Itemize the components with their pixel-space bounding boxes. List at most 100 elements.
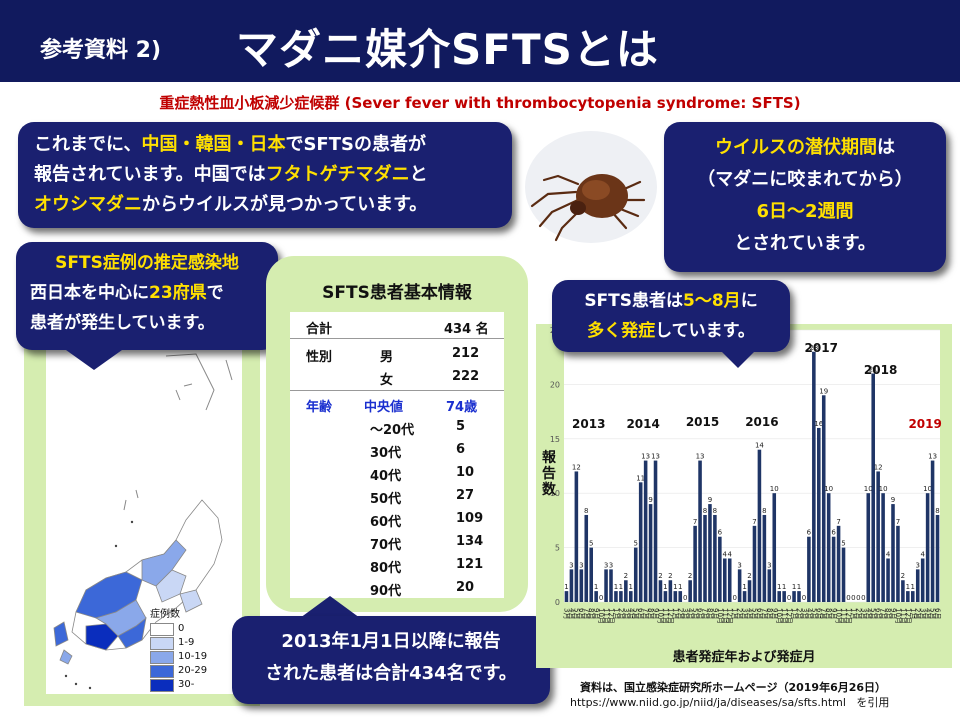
- chart-bar: [792, 591, 796, 602]
- total-text: 2013年1月1日以降に報告: [281, 631, 501, 652]
- bar-value-label: 0: [599, 594, 603, 602]
- age-group-value: 134: [456, 534, 484, 549]
- sex-label: 性別: [306, 350, 333, 365]
- incubation-period: 6日〜2週間: [756, 201, 854, 222]
- bar-value-label: 8: [584, 507, 588, 515]
- chart-bar: [693, 525, 697, 602]
- bar-value-label: 10: [824, 485, 833, 493]
- bar-value-label: 2: [688, 572, 692, 580]
- month-tick-label: 1月: [671, 608, 679, 619]
- bar-value-label: 1: [629, 583, 633, 591]
- bar-value-label: 9: [708, 496, 712, 504]
- chart-bar: [742, 591, 747, 602]
- month-tick-label: 8月: [884, 608, 892, 619]
- chart-bar: [812, 351, 816, 602]
- table-row: 〜20代 5: [290, 415, 504, 438]
- reports-text: と: [409, 164, 428, 185]
- month-tick-label: 2月: [854, 608, 862, 619]
- bar-value-label: 8: [935, 507, 939, 515]
- bar-value-label: 9: [648, 496, 652, 504]
- reports-tick-1: フタトゲチマダニ: [265, 164, 410, 185]
- bar-value-label: 13: [928, 453, 937, 461]
- month-tick-label: 10月: [835, 608, 843, 624]
- chart-bar: [609, 569, 613, 602]
- age-group-label: 50代: [370, 492, 402, 507]
- season-highlight: 多く発症: [587, 321, 656, 341]
- chart-bar: [821, 395, 826, 602]
- legend-item: 20-29: [150, 664, 210, 678]
- bar-value-label: 8: [713, 507, 717, 515]
- chart-bar: [911, 591, 915, 602]
- month-tick-label: 8月: [647, 608, 655, 619]
- chart-bar: [831, 536, 836, 602]
- month-tick-label: 5月: [691, 608, 699, 619]
- bar-value-label: 11: [636, 474, 645, 482]
- month-tick-label: 12月: [666, 608, 674, 624]
- legend-swatch: [150, 664, 174, 678]
- chart-bar: [594, 591, 598, 602]
- month-tick-label: 5月: [572, 608, 580, 619]
- total-text: された患者は合計434名です。: [265, 663, 517, 684]
- month-tick-label: 7月: [760, 608, 768, 619]
- month-tick-label: 4月: [746, 608, 754, 619]
- source-line-1: 資料は、国立感染症研究所ホームページ（2019年6月26日）: [580, 681, 887, 694]
- map-bubble-count: 23府県: [149, 283, 207, 303]
- legend-label: 10-19: [178, 651, 208, 662]
- month-tick-label: 3月: [622, 608, 630, 619]
- month-tick-label: 5月: [810, 608, 818, 619]
- month-tick-label: 7月: [820, 608, 828, 619]
- source-url[interactable]: https://www.niid.go.jp/niid/ja/diseases/…: [570, 696, 846, 709]
- bar-value-label: 1: [678, 583, 682, 591]
- map-bubble-text: 西日本を中心に: [30, 283, 149, 303]
- chart-bar: [688, 580, 692, 602]
- chart-bar: [584, 514, 589, 602]
- chart-bar: [589, 547, 593, 602]
- month-tick-label: 5月: [750, 608, 758, 619]
- chart-bar: [906, 591, 910, 602]
- month-tick-label: 10月: [656, 608, 664, 624]
- bar-value-label: 14: [755, 442, 764, 450]
- month-tick-label: 3月: [562, 608, 570, 619]
- month-tick-label: 4月: [567, 608, 575, 619]
- incubation-text: は: [877, 137, 895, 158]
- month-tick-label: 12月: [904, 608, 912, 624]
- month-tick-label: 7月: [582, 608, 590, 619]
- legend-label: 30-: [178, 679, 195, 690]
- month-tick-label: 1月: [909, 608, 917, 619]
- bar-value-label: 13: [696, 453, 705, 461]
- male-value: 212: [452, 346, 480, 361]
- month-tick-label: 8月: [765, 608, 773, 619]
- japan-map: [53, 353, 233, 690]
- legend-title: 症例数: [150, 609, 180, 620]
- chart-bar: [935, 514, 940, 602]
- chart-x-label: 患者発症年および発症月: [672, 650, 816, 665]
- month-tick-label: 1月: [849, 608, 857, 619]
- bar-value-label: 1: [663, 583, 667, 591]
- season-bubble-tail: [722, 352, 754, 368]
- map-area: [46, 350, 242, 694]
- bar-value-label: 7: [693, 518, 697, 526]
- age-group-label: 40代: [370, 469, 402, 484]
- table-row: 年齢 中央値 74歳: [290, 392, 504, 415]
- bar-value-label: 12: [874, 463, 883, 471]
- reports-bubble: これまでに、中国・韓国・日本でSFTSの患者が 報告されています。中国ではフタト…: [18, 122, 512, 228]
- month-tick-label: 8月: [825, 608, 833, 619]
- bar-value-label: 4: [728, 550, 733, 558]
- year-label: 2013: [572, 417, 605, 431]
- month-tick-label: 7月: [642, 608, 650, 619]
- chart-bar: [817, 427, 821, 602]
- reports-text: これまでに、: [34, 134, 142, 155]
- bar-value-label: 3: [604, 561, 608, 569]
- month-tick-label: 8月: [587, 608, 595, 619]
- chart-bar: [723, 558, 727, 602]
- reports-tick-2: オウシマダニ: [34, 194, 142, 215]
- month-tick-label: 4月: [627, 608, 635, 619]
- bar-value-label: 1: [797, 583, 801, 591]
- reports-countries: 中国・韓国・日本: [141, 134, 286, 155]
- age-group-label: 〜20代: [370, 423, 415, 438]
- age-label: 年齢: [306, 400, 333, 415]
- month-tick-label: 9月: [711, 608, 719, 619]
- bar-value-label: 8: [703, 507, 707, 515]
- chart-bar: [638, 482, 643, 602]
- month-tick-label: 6月: [755, 608, 763, 619]
